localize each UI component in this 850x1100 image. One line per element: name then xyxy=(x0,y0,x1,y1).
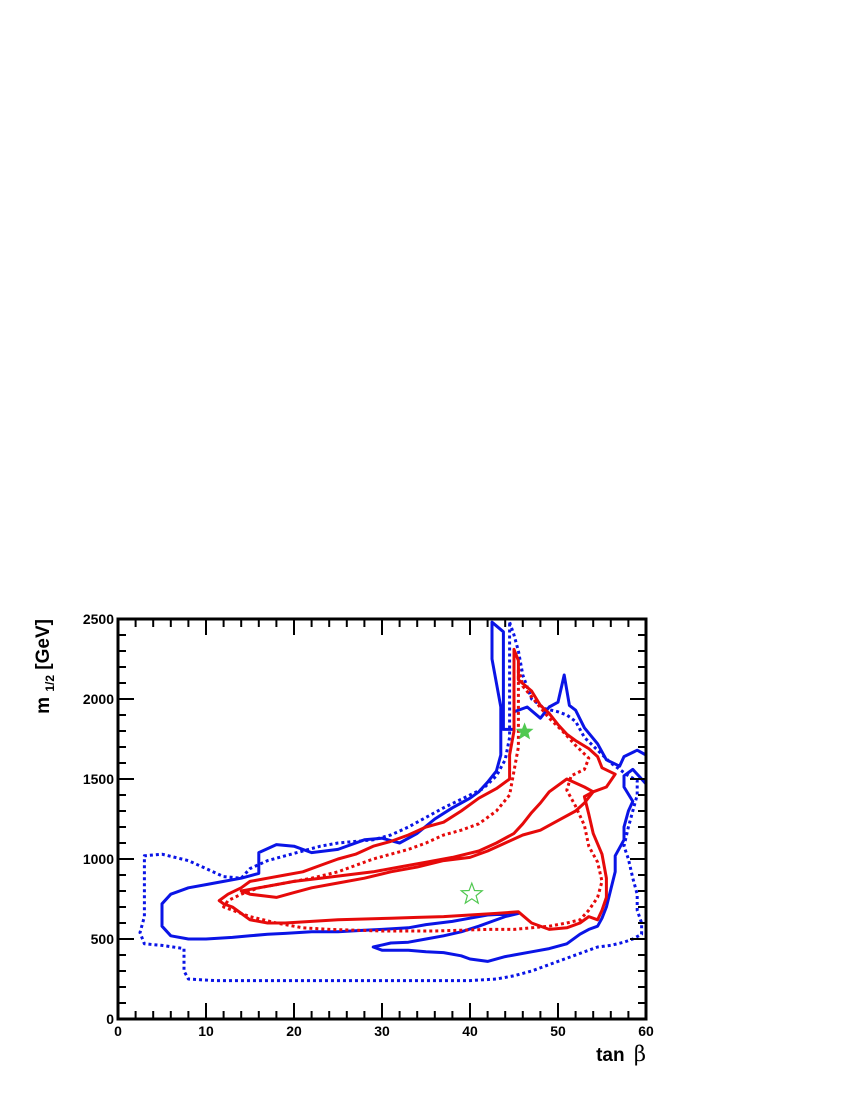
x-axis-title: tan β xyxy=(596,1042,646,1066)
y-tick-label: 500 xyxy=(91,931,115,947)
y-axis-title-subscript: 1/2 xyxy=(43,675,57,692)
contour-lines xyxy=(138,620,648,983)
x-axis-title-main: tan xyxy=(596,1045,625,1066)
contour-blue-dotted-1 xyxy=(138,621,644,983)
y-tick-label: 2000 xyxy=(83,691,114,707)
y-axis-title-main: m xyxy=(33,697,54,714)
open-star-marker xyxy=(459,881,484,905)
x-tick-label: 20 xyxy=(286,1023,302,1039)
contour-red-solid-2 xyxy=(217,647,617,931)
x-tick-label: 0 xyxy=(114,1023,122,1039)
contour-red-solid-3 xyxy=(239,777,595,899)
y-tick-label: 1500 xyxy=(83,771,114,787)
y-axis-title: m 1/2 [GeV] xyxy=(33,619,59,714)
contour-blue-solid-0 xyxy=(160,620,648,963)
x-tick-label: 40 xyxy=(462,1023,478,1039)
filled-star-marker xyxy=(515,722,534,740)
axis-tick-labels: 0 10 20 30 40 50 60 0 500 1000 1500 2000 2500 xyxy=(83,611,654,1039)
y-tick-label: 1000 xyxy=(83,851,114,867)
x-tick-label: 30 xyxy=(374,1023,390,1039)
benchmark-markers xyxy=(459,722,534,905)
x-tick-label: 50 xyxy=(550,1023,566,1039)
y-tick-label: 0 xyxy=(106,1011,114,1027)
axis-ticks xyxy=(117,618,647,1020)
x-tick-label: 10 xyxy=(198,1023,214,1039)
x-tick-label: 60 xyxy=(638,1023,654,1039)
x-axis-title-symbol: β xyxy=(634,1042,646,1066)
y-axis-title-unit: [GeV] xyxy=(33,619,54,670)
y-tick-label: 2500 xyxy=(83,611,114,627)
plot-frame xyxy=(116,617,648,1021)
